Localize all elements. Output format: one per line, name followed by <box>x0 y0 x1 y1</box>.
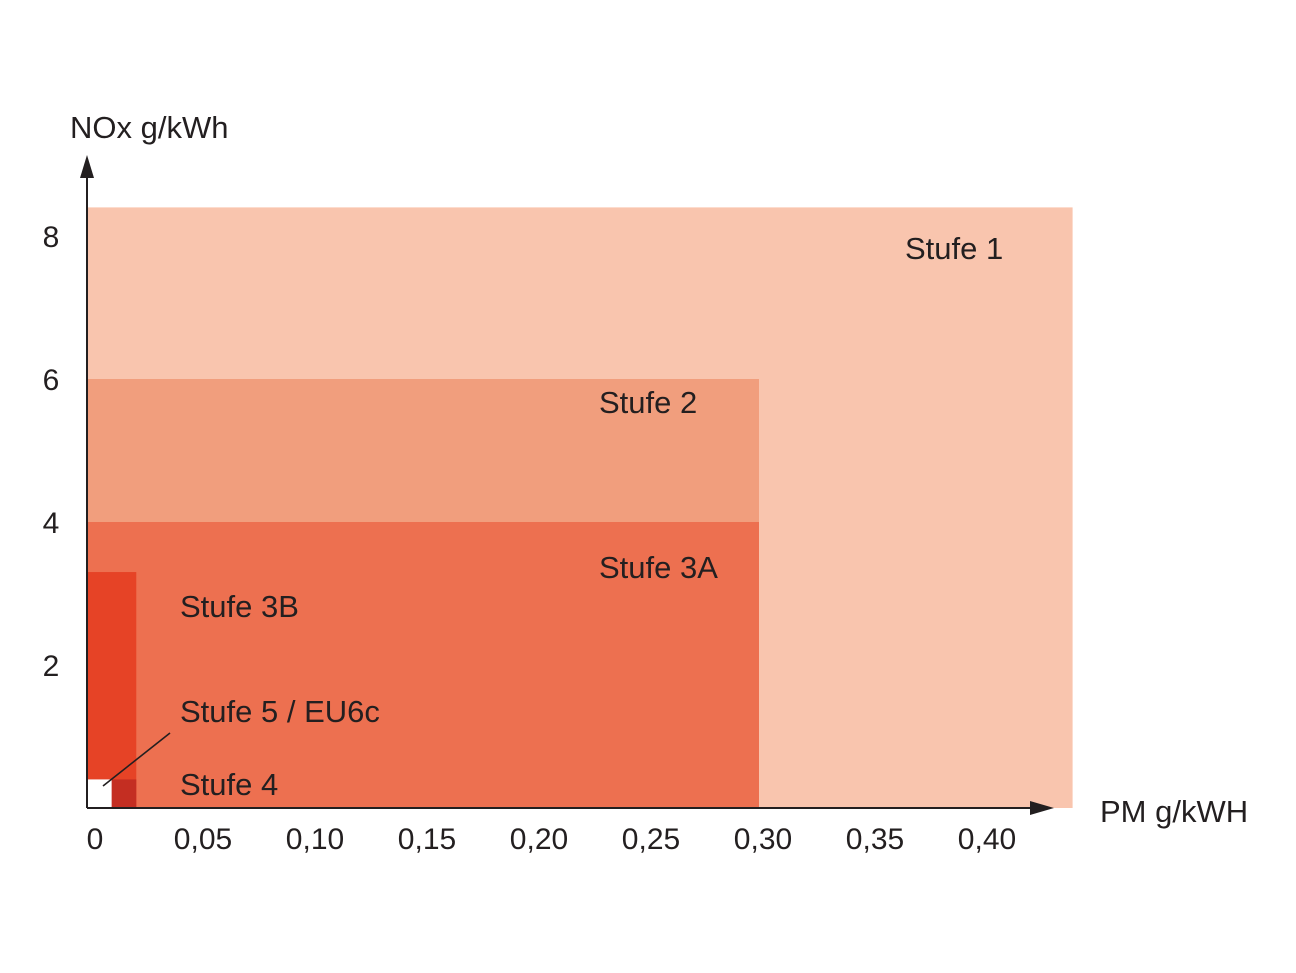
stage-labels: Stufe 1 Stufe 2 Stufe 3A Stufe 3B Stufe 4 Stu… <box>180 231 1003 802</box>
area-stufe-3b <box>87 572 137 808</box>
x-axis-arrow-icon <box>1030 801 1054 815</box>
y-axis-title: NOx g/kWh <box>70 110 228 145</box>
x-axis-title: PM g/kWH <box>1100 794 1248 829</box>
y-tick-label: 4 <box>43 507 60 540</box>
x-tick-label: 0,25 <box>622 823 680 856</box>
area-stufe-3a <box>87 522 759 808</box>
stufe-5-leader-line <box>102 732 171 787</box>
area-stufe-5-eu6c <box>87 779 112 808</box>
label-stufe-2: Stufe 2 <box>599 385 697 420</box>
label-stufe-1: Stufe 1 <box>905 231 1003 266</box>
x-tick-label: 0 <box>87 823 104 856</box>
y-axis-arrow-icon <box>80 155 94 178</box>
x-tick-label: 0,35 <box>846 823 904 856</box>
x-tick-label: 0,10 <box>286 823 344 856</box>
x-tick-label: 0,05 <box>174 823 232 856</box>
label-stufe-3b: Stufe 3B <box>180 589 299 624</box>
y-tick-label: 6 <box>43 364 60 397</box>
label-stufe-3a: Stufe 3A <box>599 550 718 585</box>
y-tick-label: 8 <box>43 221 60 254</box>
stage-areas <box>87 207 1073 808</box>
y-tick-labels: 2 4 6 8 <box>43 221 60 683</box>
x-tick-label: 0,40 <box>958 823 1016 856</box>
x-tick-label: 0,15 <box>398 823 456 856</box>
x-tick-label: 0,20 <box>510 823 568 856</box>
x-tick-label: 0,30 <box>734 823 792 856</box>
x-tick-labels: 0 0,05 0,10 0,15 0,20 0,25 0,30 0,35 0,40 <box>87 823 1017 856</box>
label-stufe-5-eu6c: Stufe 5 / EU6c <box>180 694 380 729</box>
y-tick-label: 2 <box>43 650 60 683</box>
label-stufe-4: Stufe 4 <box>180 767 278 802</box>
